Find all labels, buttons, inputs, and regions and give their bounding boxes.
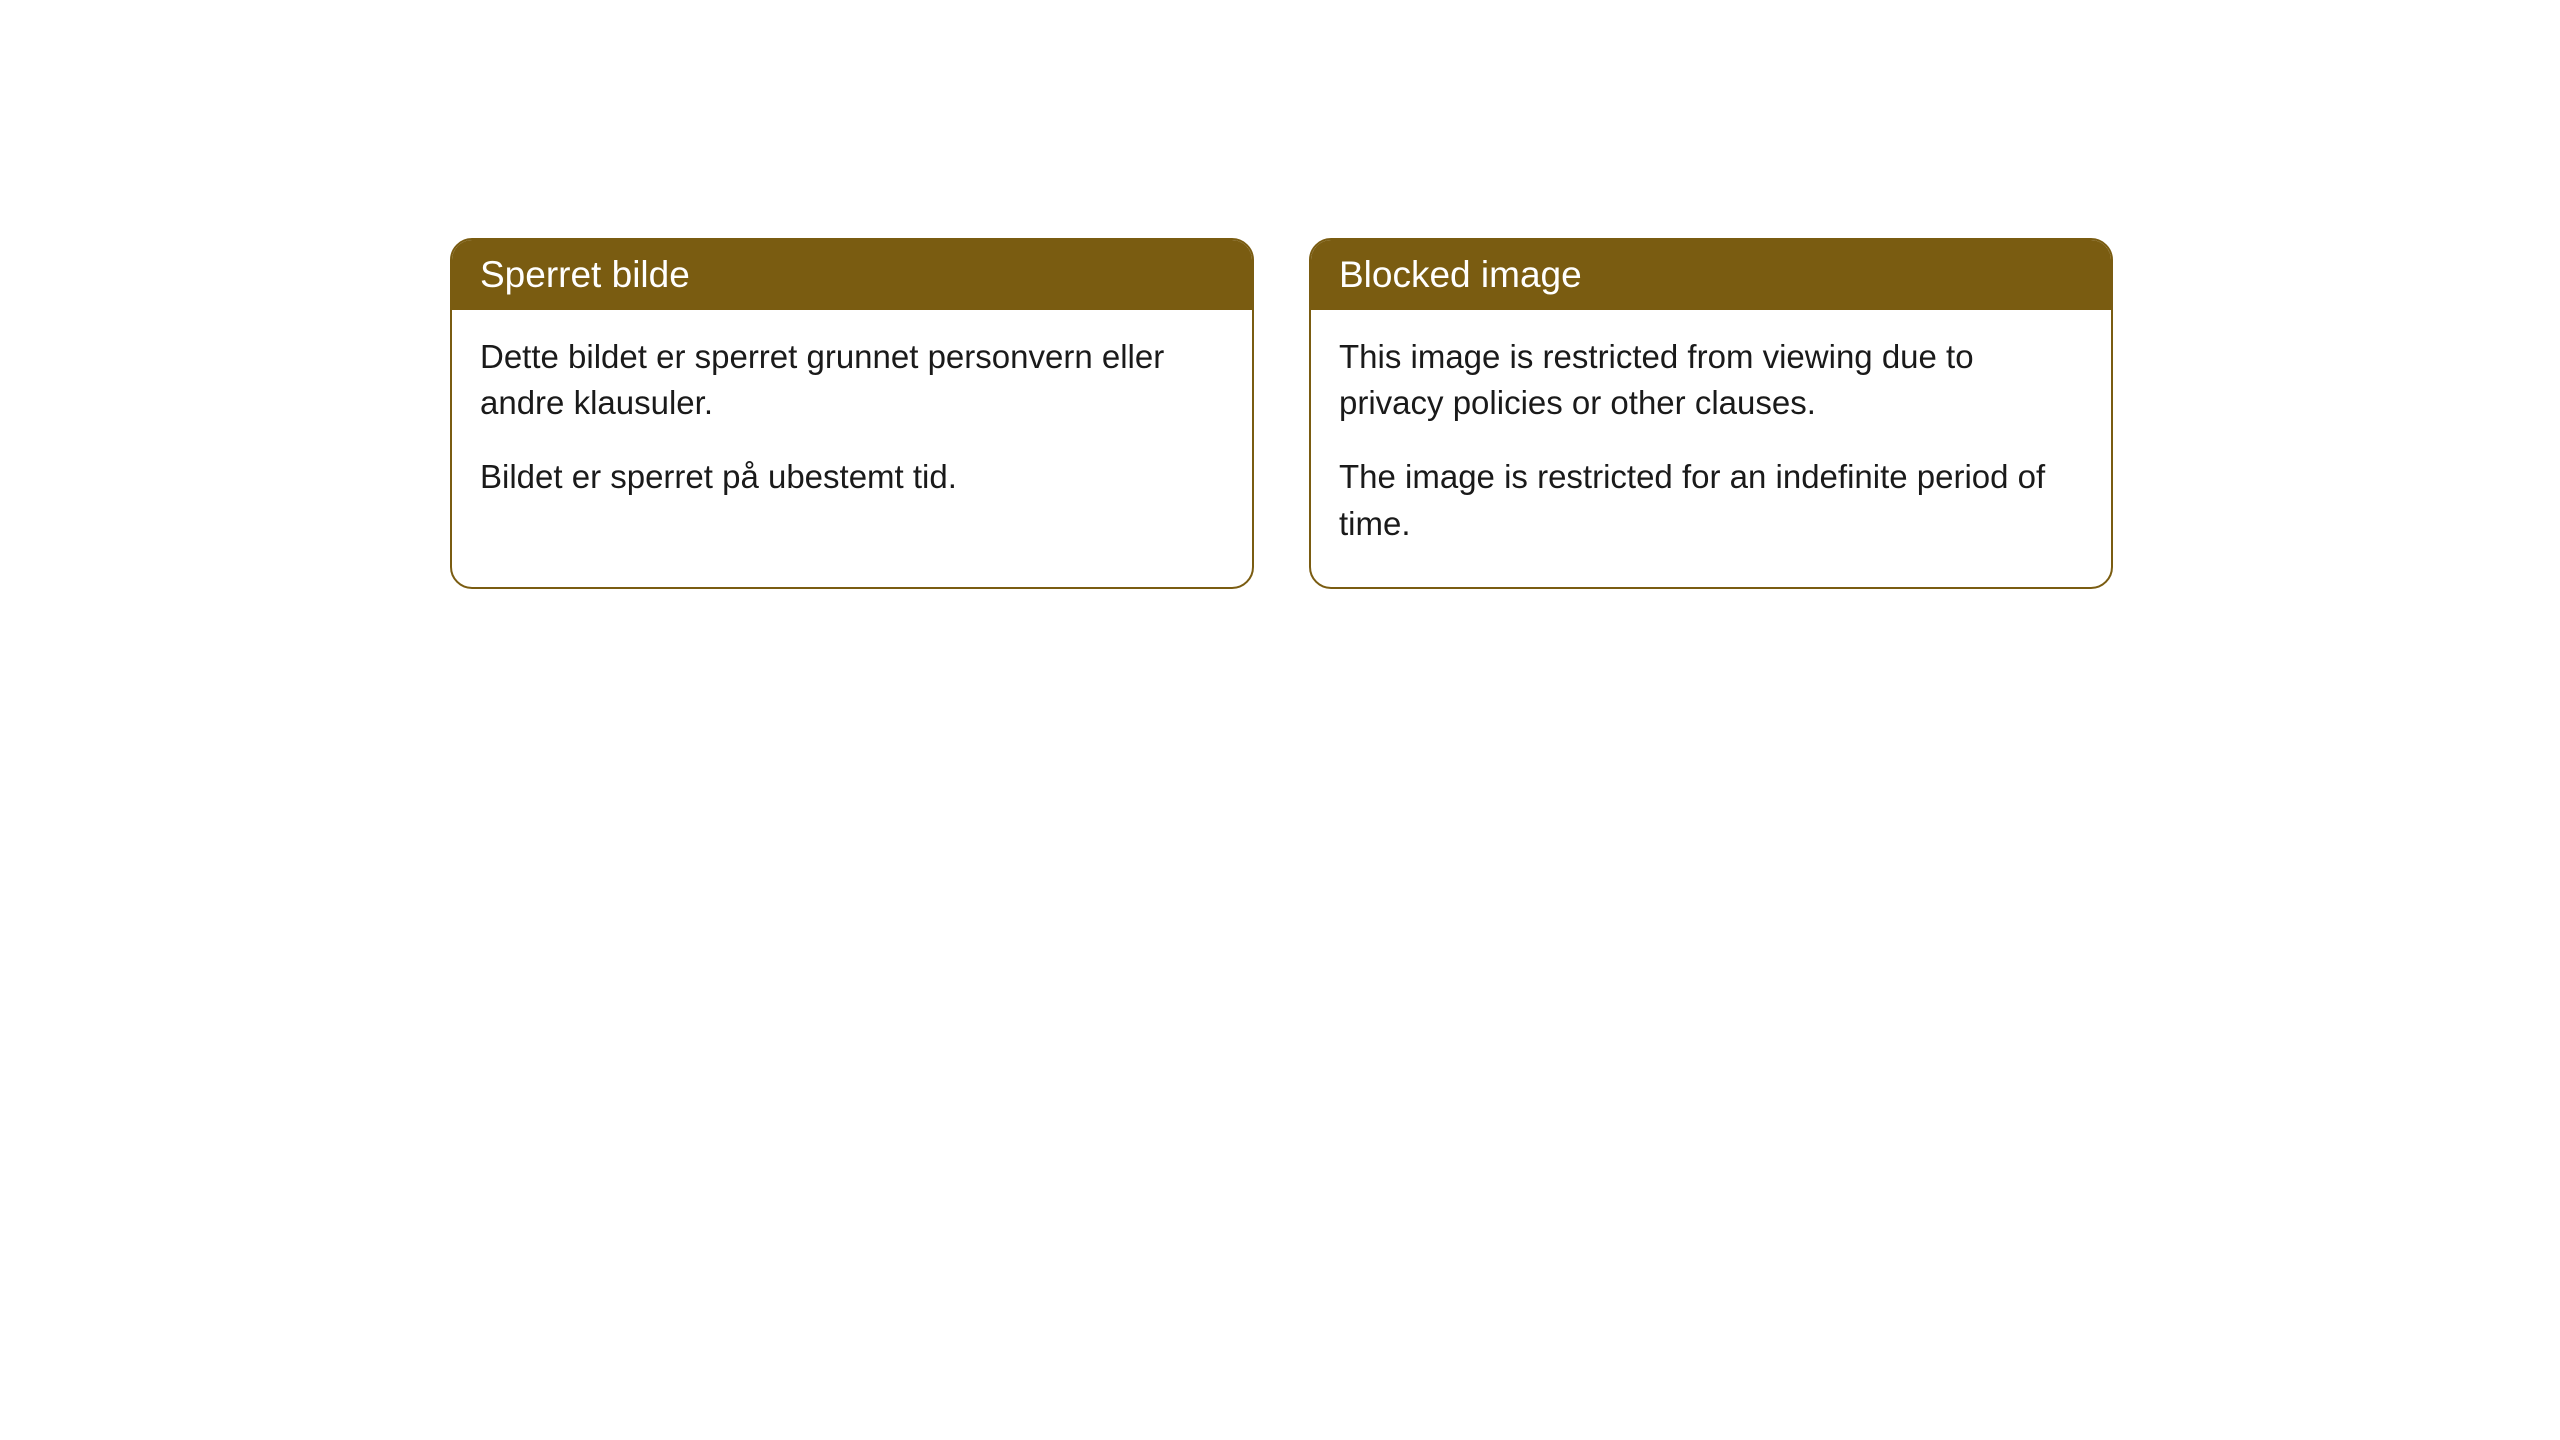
card-header: Sperret bilde xyxy=(452,240,1252,310)
card-body: Dette bildet er sperret grunnet personve… xyxy=(452,310,1252,541)
card-header: Blocked image xyxy=(1311,240,2111,310)
card-paragraph: Dette bildet er sperret grunnet personve… xyxy=(480,334,1224,426)
notice-card-norwegian: Sperret bilde Dette bildet er sperret gr… xyxy=(450,238,1254,589)
notice-card-english: Blocked image This image is restricted f… xyxy=(1309,238,2113,589)
notice-cards-container: Sperret bilde Dette bildet er sperret gr… xyxy=(450,238,2113,589)
card-title: Sperret bilde xyxy=(480,254,690,295)
card-paragraph: This image is restricted from viewing du… xyxy=(1339,334,2083,426)
card-paragraph: Bildet er sperret på ubestemt tid. xyxy=(480,454,1224,500)
card-paragraph: The image is restricted for an indefinit… xyxy=(1339,454,2083,546)
card-title: Blocked image xyxy=(1339,254,1582,295)
card-body: This image is restricted from viewing du… xyxy=(1311,310,2111,587)
